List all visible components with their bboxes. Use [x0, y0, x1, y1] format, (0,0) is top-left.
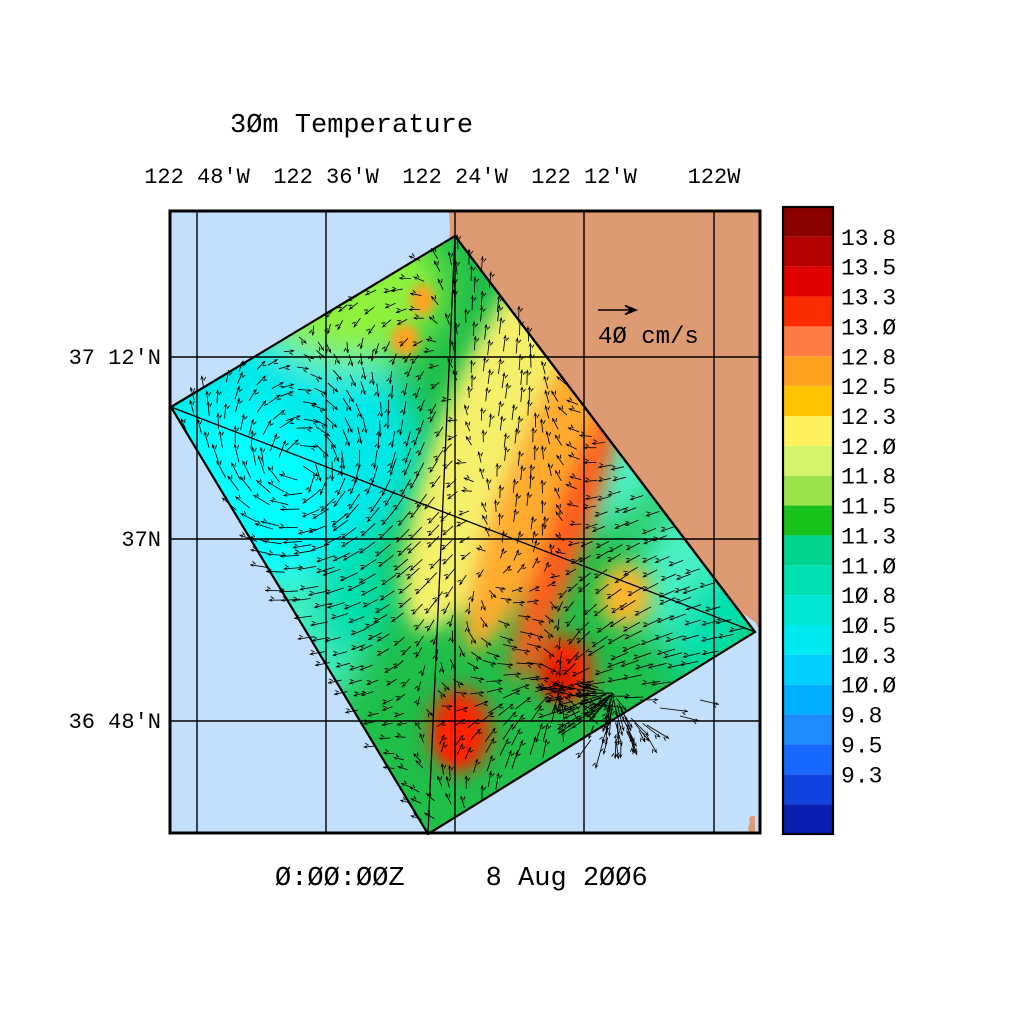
svg-text:1Ø.3: 1Ø.3	[841, 644, 896, 670]
svg-text:1Ø.5: 1Ø.5	[841, 614, 896, 640]
svg-text:13.Ø: 13.Ø	[841, 315, 896, 341]
svg-text:36 48'N: 36 48'N	[69, 710, 161, 735]
svg-text:13.5: 13.5	[841, 256, 896, 282]
svg-text:13.3: 13.3	[841, 286, 896, 312]
svg-text:11.3: 11.3	[841, 524, 896, 550]
svg-text:12.5: 12.5	[841, 375, 896, 401]
svg-text:12.Ø: 12.Ø	[841, 435, 896, 461]
svg-text:11.8: 11.8	[841, 465, 896, 491]
svg-text:11.5: 11.5	[841, 495, 896, 521]
svg-text:9.3: 9.3	[841, 763, 882, 789]
svg-text:122 48'W: 122 48'W	[144, 165, 250, 190]
svg-text:122W: 122W	[688, 165, 742, 190]
svg-text:122 12'W: 122 12'W	[531, 165, 637, 190]
svg-text:122 36'W: 122 36'W	[273, 165, 379, 190]
svg-text:1Ø.8: 1Ø.8	[841, 584, 896, 610]
svg-text:37N: 37N	[121, 528, 161, 553]
svg-text:37 12'N: 37 12'N	[69, 346, 161, 371]
svg-text:Ø:ØØ:ØØZ 8 Aug 2ØØ6: Ø:ØØ:ØØZ 8 Aug 2ØØ6	[275, 864, 648, 894]
svg-text:122 24'W: 122 24'W	[402, 165, 508, 190]
svg-text:12.8: 12.8	[841, 345, 896, 371]
svg-text:11.Ø: 11.Ø	[841, 554, 896, 580]
svg-text:12.3: 12.3	[841, 405, 896, 431]
svg-text:13.8: 13.8	[841, 226, 896, 252]
svg-text:9.8: 9.8	[841, 704, 882, 730]
svg-text:1Ø.Ø: 1Ø.Ø	[841, 674, 896, 700]
svg-text:3Øm Temperature: 3Øm Temperature	[230, 111, 473, 141]
svg-text:4Ø cm/s: 4Ø cm/s	[598, 324, 699, 351]
svg-text:9.5: 9.5	[841, 733, 882, 759]
